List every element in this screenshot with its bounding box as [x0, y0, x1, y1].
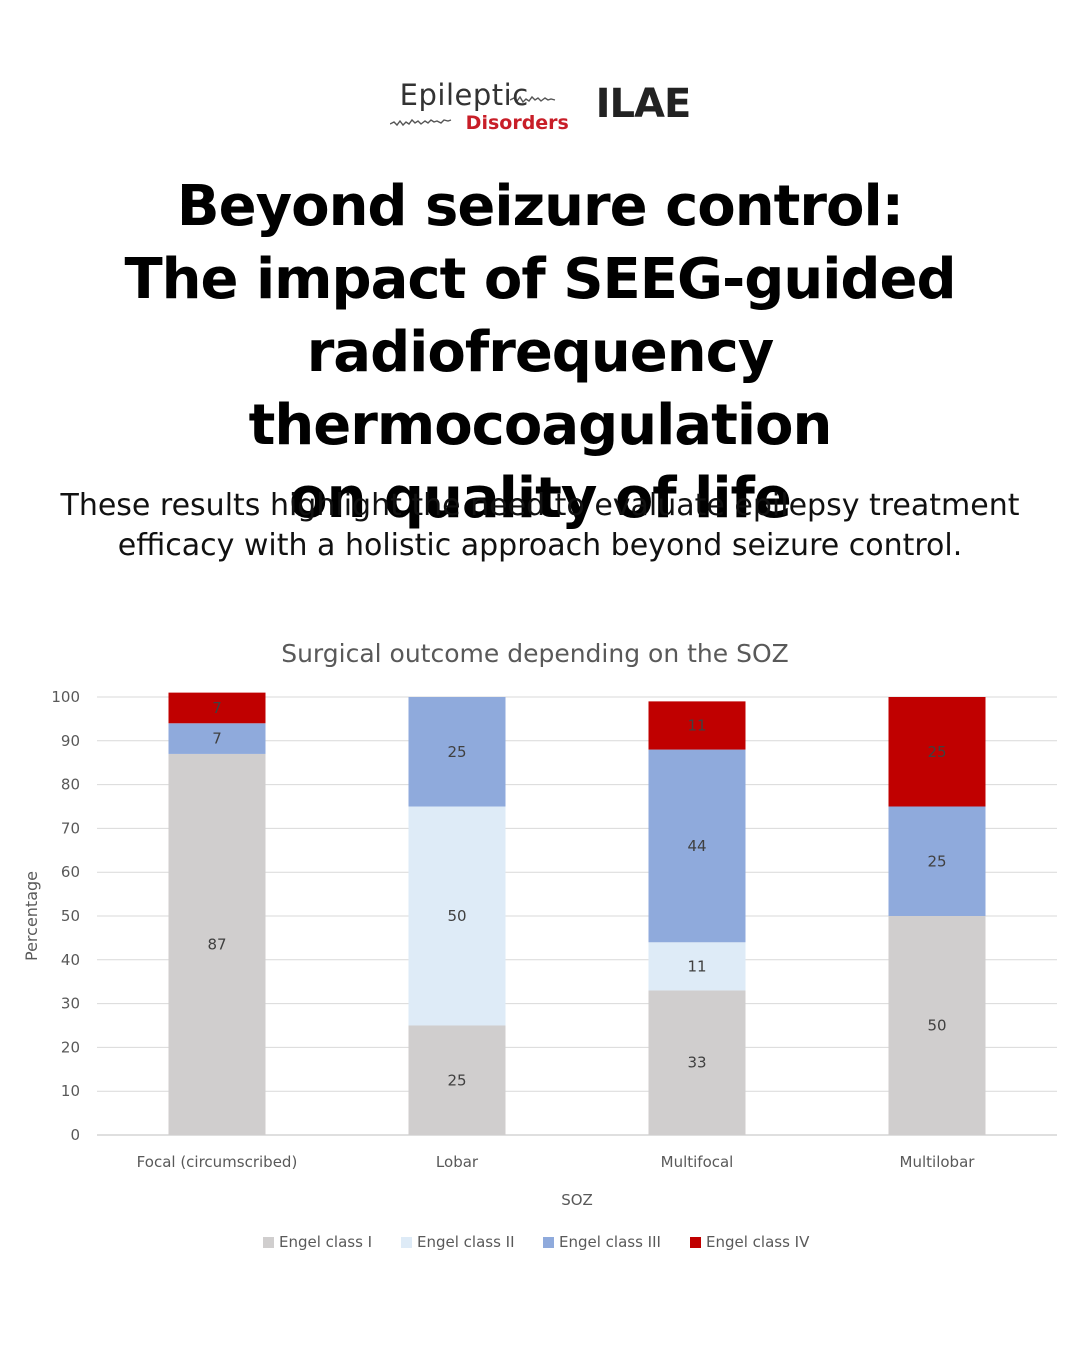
eeg-wave-icon: [389, 95, 555, 127]
data-label: 44: [687, 837, 706, 855]
data-label: 87: [207, 935, 226, 953]
page-subtitle: These results highlight the need to eval…: [40, 486, 1040, 566]
y-tick-label: 100: [51, 688, 80, 706]
data-label: 33: [687, 1054, 706, 1072]
bar-segment: [168, 692, 266, 724]
bar-segment: [648, 990, 746, 1135]
logo-epileptic-text: Epileptic: [399, 78, 529, 112]
bar-segment: [888, 697, 986, 807]
y-tick-label: 70: [61, 819, 80, 837]
x-tick-label: Multifocal: [661, 1153, 734, 1171]
data-label: 11: [687, 957, 706, 975]
stacked-bar-chart: Surgical outcome depending on the SOZ 0 10…: [22, 639, 1057, 1251]
y-tick-label: 60: [61, 863, 80, 881]
title-line: The impact of SEEG-guided: [124, 247, 956, 312]
data-label: 25: [927, 743, 946, 761]
bar-segment: [648, 701, 746, 750]
subtitle-line: These results highlight the need to eval…: [60, 488, 1020, 523]
y-tick-label: 0: [70, 1126, 80, 1144]
legend-label: Engel class III: [559, 1233, 661, 1251]
data-label: 50: [447, 907, 466, 925]
legend-swatch: [263, 1237, 274, 1248]
chart-title: Surgical outcome depending on the SOZ: [281, 639, 789, 668]
bar-segment: [408, 1025, 506, 1135]
data-label: 7: [212, 730, 222, 748]
y-axis-label: Percentage: [22, 871, 41, 961]
page-title: Beyond seizure control: The impact of SE…: [20, 170, 1060, 535]
data-label: 7: [212, 699, 222, 717]
y-tick-label: 90: [61, 732, 80, 750]
data-label: 25: [927, 852, 946, 870]
subtitle-line: efficacy with a holistic approach beyond…: [117, 528, 963, 563]
data-label: 50: [927, 1017, 946, 1035]
logo-disorders-text: Disorders: [465, 112, 569, 134]
bar-segment: [888, 806, 986, 916]
x-tick-label: Multilobar: [900, 1153, 976, 1171]
bar-segment: [408, 806, 506, 1026]
y-tick-label: 40: [61, 951, 80, 969]
bar-segment: [168, 753, 266, 1135]
x-axis-label: SOZ: [561, 1191, 593, 1209]
logo-row: Epileptic Disorders ILAE: [0, 78, 1080, 138]
title-line: on quality of life: [289, 466, 792, 531]
bar-segment: [648, 749, 746, 943]
title-line: radiofrequency thermocoagulation: [248, 320, 833, 458]
bar-segment: [888, 916, 986, 1135]
ilae-logo: ILAE: [595, 81, 692, 127]
data-label: 11: [687, 716, 706, 734]
y-tick-label: 50: [61, 907, 80, 925]
bar-segment: [168, 723, 266, 754]
bar-segment: [648, 942, 746, 991]
legend-label: Engel class IV: [706, 1233, 810, 1251]
epileptic-disorders-logo: Epileptic Disorders: [389, 78, 586, 134]
data-label: 25: [447, 743, 466, 761]
y-tick-label: 20: [61, 1038, 80, 1056]
x-tick-label: Lobar: [436, 1153, 479, 1171]
y-tick-label: 80: [61, 776, 80, 794]
legend-label: Engel class I: [279, 1233, 372, 1251]
legend-swatch: [543, 1237, 554, 1248]
bar-segment: [408, 697, 506, 807]
y-tick-label: 30: [61, 995, 80, 1013]
y-tick-label: 10: [61, 1082, 80, 1100]
x-tick-label: Focal (circumscribed): [137, 1153, 298, 1171]
data-label: 25: [447, 1071, 466, 1089]
legend-swatch: [401, 1237, 412, 1248]
title-line: Beyond seizure control:: [176, 174, 904, 239]
legend-swatch: [690, 1237, 701, 1248]
legend-label: Engel class II: [417, 1233, 515, 1251]
